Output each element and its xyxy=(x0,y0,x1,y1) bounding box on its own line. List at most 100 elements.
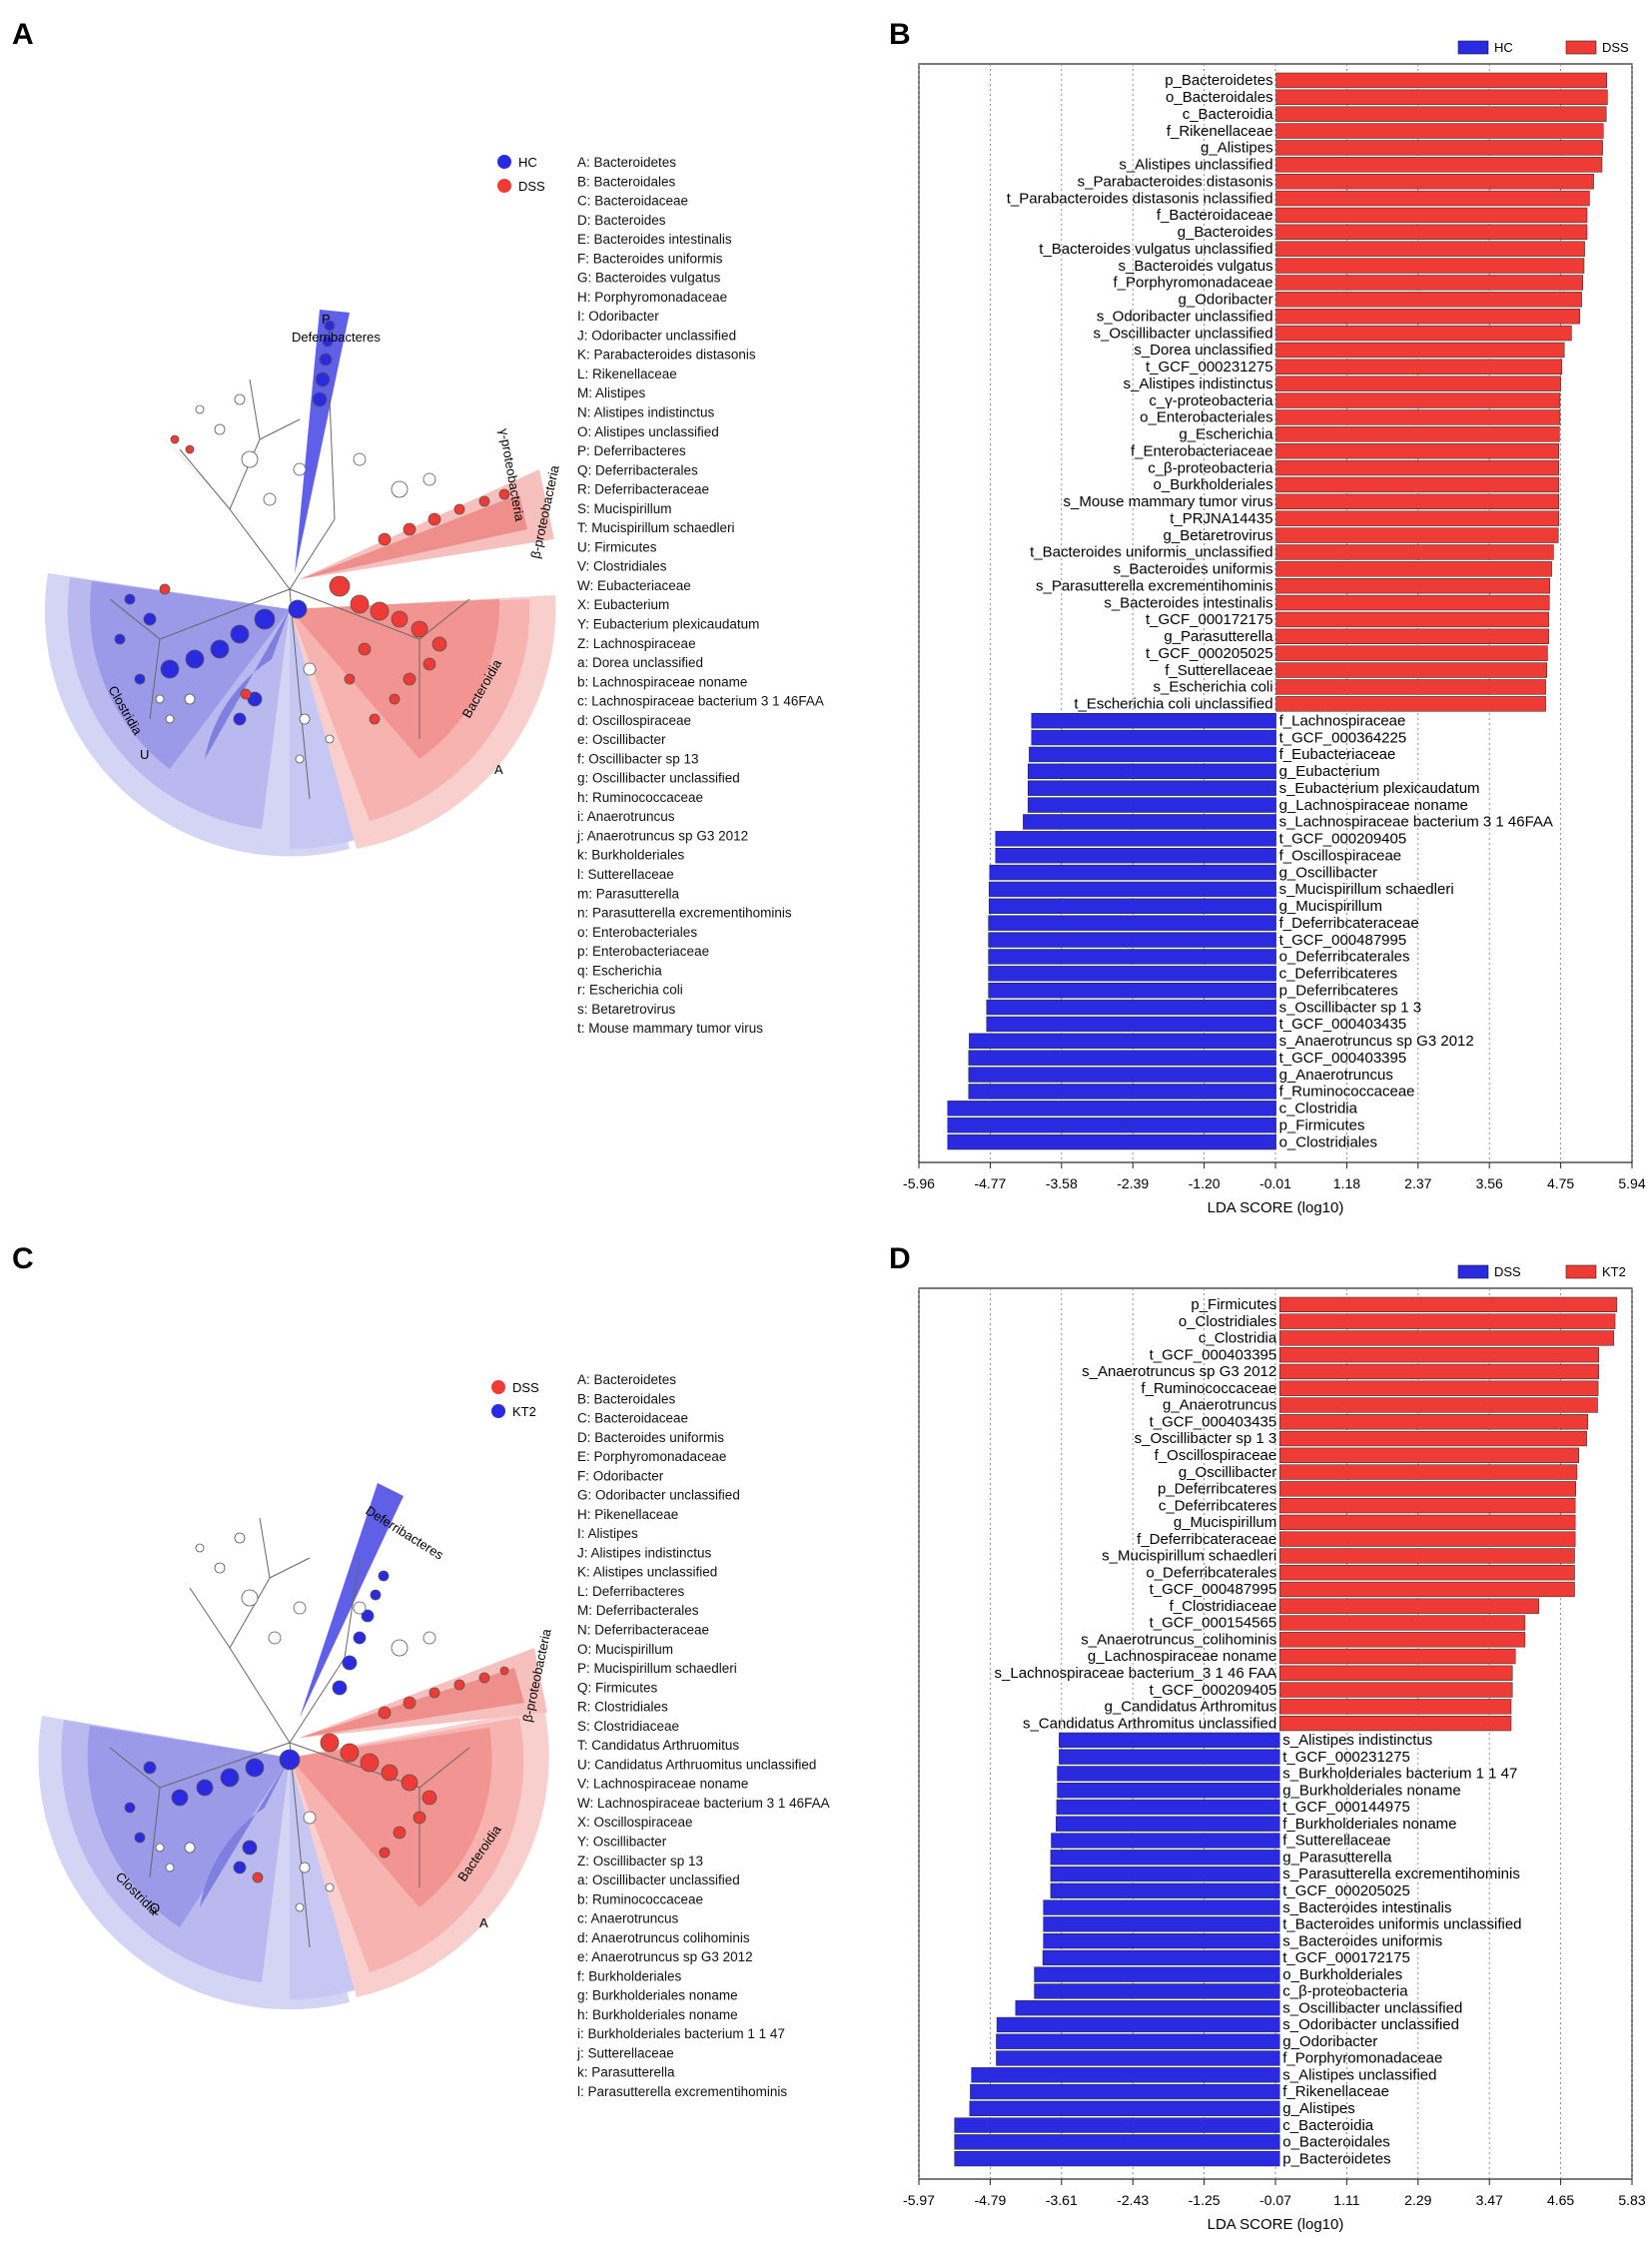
key-c-item: K: Alistipes unclassified xyxy=(577,1565,717,1580)
clado-a-node xyxy=(411,620,428,638)
lda-bar xyxy=(1275,662,1548,678)
bar-label: s_Anaerotruncus_colihominis xyxy=(1081,1631,1276,1648)
legend-c-dss-dot xyxy=(491,1380,505,1394)
clado-c-node xyxy=(214,1562,226,1574)
bar-label: s_Dorea unclassified xyxy=(1134,342,1272,359)
lda-bar xyxy=(1057,1766,1280,1782)
key-a-item: d: Oscillospiraceae xyxy=(577,713,691,728)
clado-a-node xyxy=(263,492,277,506)
key-a-item: F: Bacteroides uniformis xyxy=(577,251,723,266)
key-c-item: P: Mucispirillum schaedleri xyxy=(577,1661,737,1676)
bar-label: t_GCF_000403435 xyxy=(1279,1016,1407,1033)
lda-bar xyxy=(1031,713,1276,729)
clado-a-node xyxy=(195,404,205,414)
x-tick-label: 4.65 xyxy=(1547,2192,1574,2208)
clado-a-node xyxy=(403,672,416,686)
bar-label: g_Betaretrovirus xyxy=(1164,527,1273,544)
clado-c-sector-beta xyxy=(300,1648,547,1738)
lda-bar xyxy=(1275,174,1594,190)
clado-c-node xyxy=(279,1749,301,1771)
bar-label: f_Rikenellaceae xyxy=(1167,123,1273,140)
lda-bar xyxy=(1275,544,1554,560)
clado-c-node xyxy=(242,1840,258,1856)
clado-a-node xyxy=(185,444,195,454)
legend-a-dss-dot xyxy=(497,179,511,193)
bar-label: f_Ruminococcaceae xyxy=(1141,1380,1276,1397)
bar-label: c_β-proteobacteria xyxy=(1148,459,1273,476)
clado-c-node xyxy=(184,1842,196,1854)
lda-bar xyxy=(1034,1966,1280,1982)
bar-label: g_Bacteroides xyxy=(1178,224,1273,241)
x-axis-title: LDA SCORE (log10) xyxy=(1208,2216,1344,2233)
x-tick-label: 2.29 xyxy=(1404,2192,1431,2208)
clado-c-node xyxy=(401,1774,418,1792)
lda-bar xyxy=(1031,729,1276,746)
lda-bar xyxy=(1275,594,1550,611)
clado-a-letter-p: P xyxy=(322,312,331,327)
lda-bar xyxy=(1278,1665,1513,1681)
bar-label: s_Anaerotruncus sp G3 2012 xyxy=(1082,1363,1276,1380)
bar-label: s_Parasutterella excrementihominis xyxy=(1036,577,1273,594)
clado-c-node xyxy=(233,1861,247,1874)
bar-label: c_Clostridia xyxy=(1279,1101,1358,1118)
lda-bar xyxy=(1043,1916,1280,1932)
lda-bar xyxy=(1275,409,1561,425)
clado-a-node xyxy=(325,734,335,744)
lda-bar xyxy=(954,2117,1280,2133)
key-c-item: M: Deferribacterales xyxy=(577,1603,699,1618)
key-c-item: b: Ruminococcaceae xyxy=(577,1891,703,1906)
lda-bar xyxy=(1278,1464,1578,1480)
lda-bar xyxy=(1278,1313,1616,1329)
lda-bar xyxy=(947,1133,1276,1150)
lda-bar xyxy=(988,932,1276,948)
lda-bar xyxy=(988,983,1276,999)
key-a-item: p: Enterobacteriaceae xyxy=(577,944,709,959)
clado-c-sector-bacteroidaceae xyxy=(290,1728,492,1907)
clado-c-node xyxy=(342,1655,358,1671)
bar-label: t_GCF_000231275 xyxy=(1146,359,1273,375)
clado-a-node xyxy=(185,649,205,669)
lda-bar xyxy=(947,1101,1276,1117)
lda-bar xyxy=(1275,140,1603,156)
key-c-item: T: Candidatus Arthruomitus xyxy=(577,1738,739,1753)
lda-bar xyxy=(1027,763,1276,779)
clado-c-node xyxy=(299,1862,311,1873)
x-tick-label: 5.94 xyxy=(1618,1175,1645,1191)
key-c-item: A: Bacteroidetes xyxy=(577,1372,676,1387)
key-a-item: i: Anaerotruncus xyxy=(577,809,675,824)
lda-bar xyxy=(1275,476,1560,493)
lda-bar xyxy=(1027,780,1276,796)
lda-bar xyxy=(1278,1514,1576,1531)
bar-label: p_Deferribcateres xyxy=(1279,982,1398,999)
lda-bar xyxy=(988,966,1276,982)
lda-bar xyxy=(995,848,1276,864)
lda-bar xyxy=(947,1118,1276,1133)
key-a-item: J: Odoribacter unclassified xyxy=(577,328,736,343)
lda-bar xyxy=(1278,1414,1589,1430)
lda-bar xyxy=(1275,241,1585,257)
bar-label: t_Escherichia coli unclassified xyxy=(1074,696,1272,713)
x-tick-label: 3.47 xyxy=(1476,2192,1503,2208)
bar-label: t_PRJNA14435 xyxy=(1170,510,1272,527)
key-c-item: I: Alistipes xyxy=(577,1526,638,1541)
clado-c-node xyxy=(234,1532,246,1544)
clado-c-label-a: A xyxy=(479,1915,488,1930)
lda-bar xyxy=(1275,224,1588,240)
key-a-item: K: Parabacteroides distasonis xyxy=(577,348,756,363)
key-a-item: s: Betaretrovirus xyxy=(577,1002,676,1017)
lda-bar xyxy=(954,2134,1280,2150)
lda-bar xyxy=(1275,342,1565,359)
lda-bar xyxy=(1275,510,1560,526)
bar-label: s_Mucispirillum schaedleri xyxy=(1102,1548,1276,1565)
lda-bar xyxy=(1275,275,1584,291)
clado-c-node xyxy=(378,1706,392,1720)
bar-label: o_Clostridiales xyxy=(1279,1133,1377,1150)
key-c-item: k: Parasutterella xyxy=(577,2065,675,2080)
clado-a-node xyxy=(293,462,307,476)
key-c-item: F: Odoribacter xyxy=(577,1468,664,1483)
lda-bar xyxy=(1278,1430,1587,1447)
bar-label: s_Alistipes indistinctus xyxy=(1282,1732,1432,1749)
x-tick-label: -3.58 xyxy=(1046,1175,1078,1191)
bar-label: o_Deferribcaterales xyxy=(1146,1564,1276,1581)
key-c-item: g: Burkholderiales noname xyxy=(577,1988,738,2003)
